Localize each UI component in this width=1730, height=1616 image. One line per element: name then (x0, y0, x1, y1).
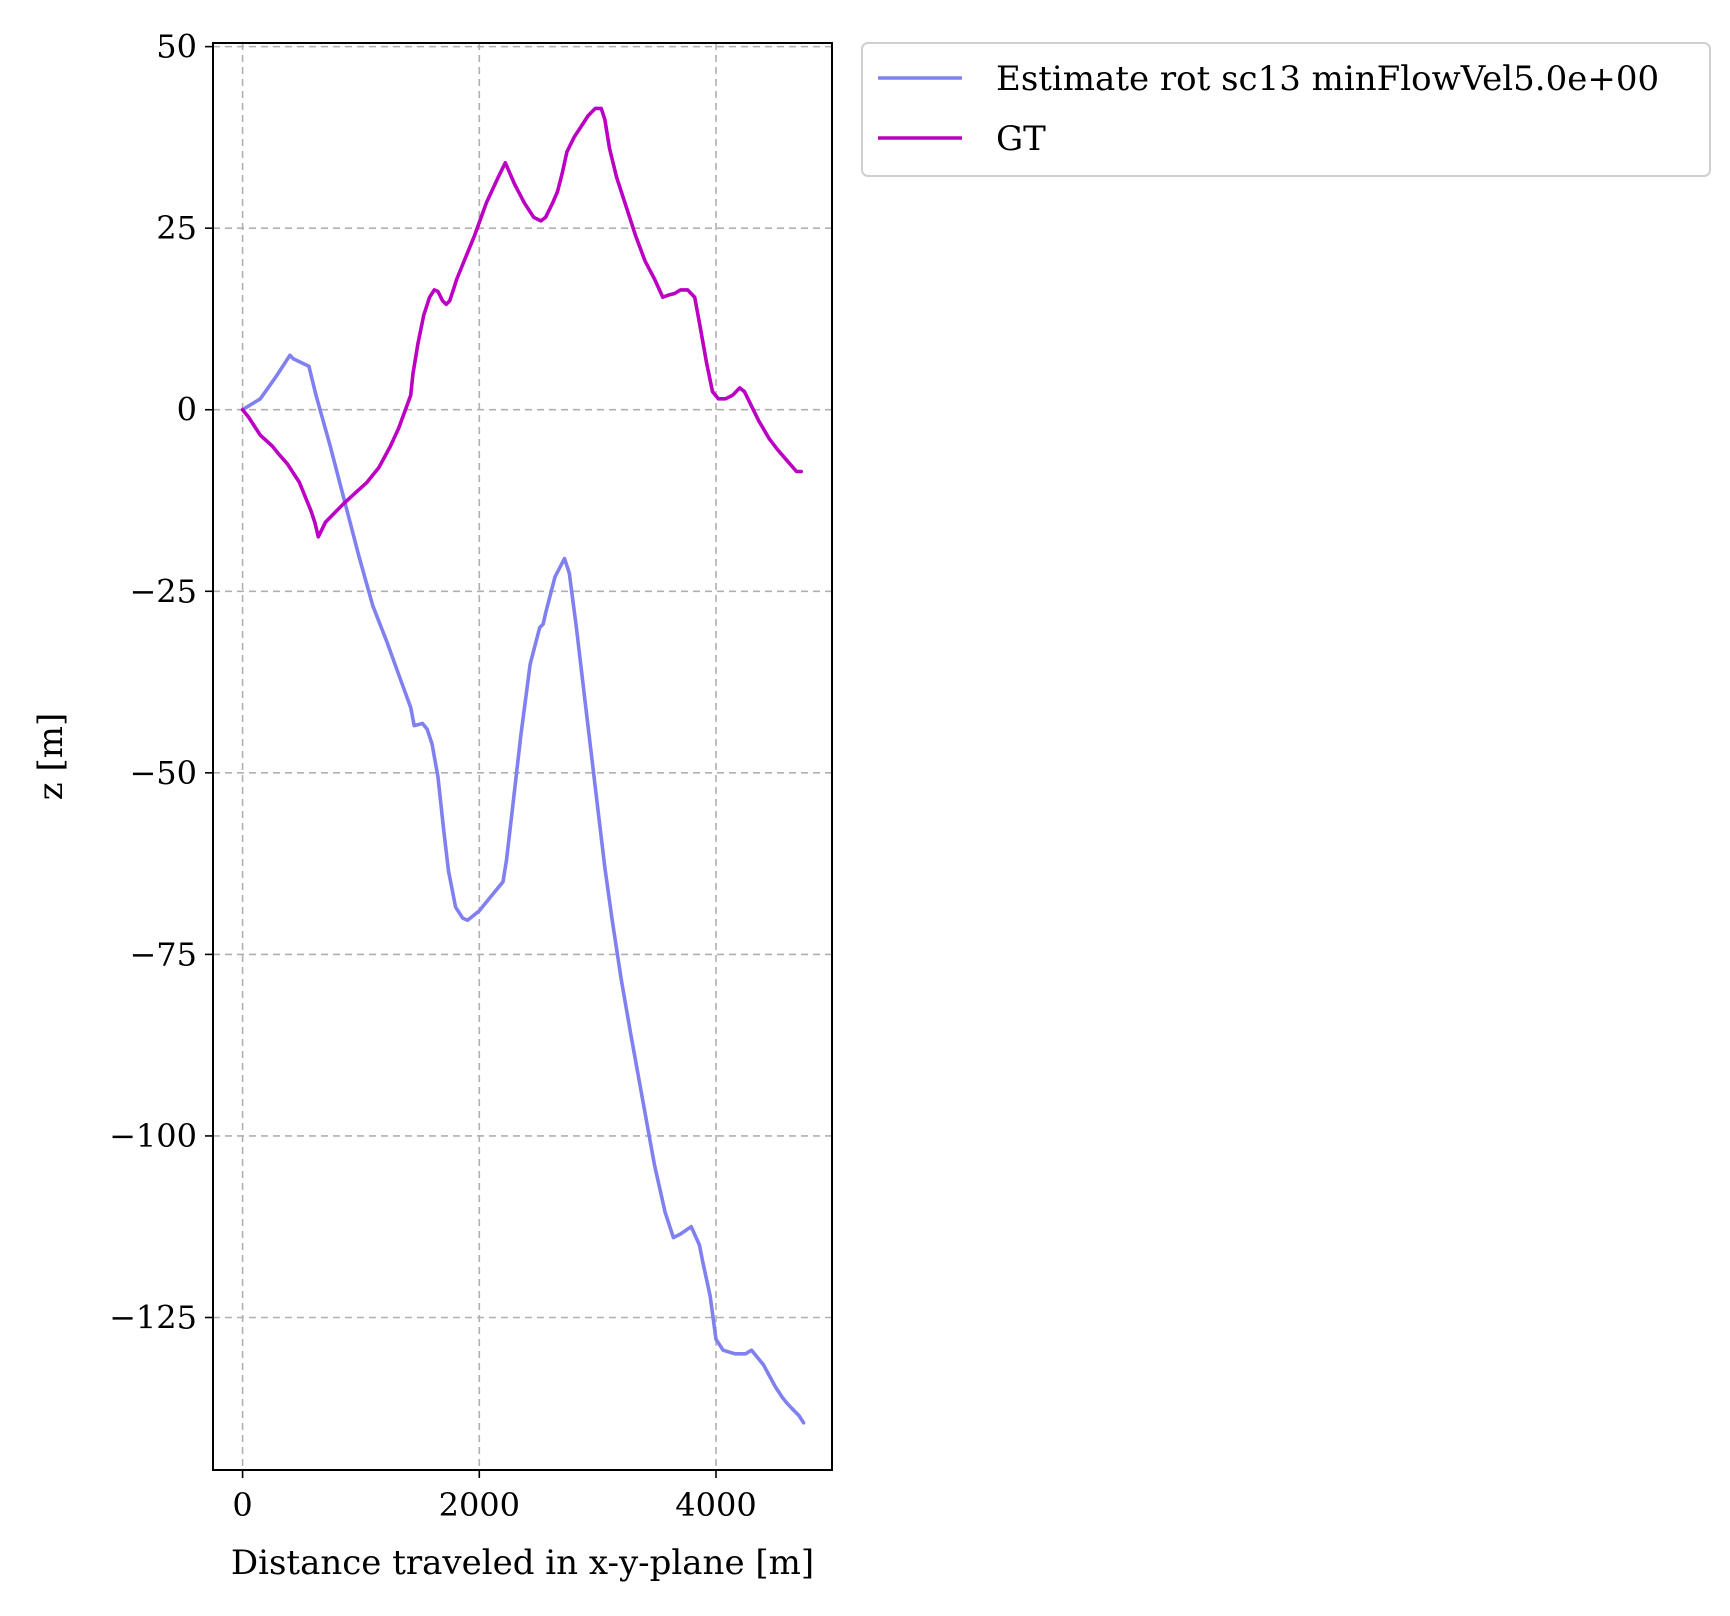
y-tick-label: −25 (129, 572, 197, 610)
x-tick-label: 2000 (439, 1486, 520, 1524)
y-tick-label: −100 (109, 1117, 197, 1155)
legend-label-0: Estimate rot sc13 minFlowVel5.0e+00 (996, 59, 1659, 99)
series-line-1 (240, 106, 804, 539)
y-tick-label: −75 (129, 935, 197, 973)
axis-ticks (205, 45, 717, 1478)
plot-series (240, 106, 806, 1425)
x-axis-label: Distance traveled in x-y-plane [m] (231, 1543, 814, 1583)
y-tick-label: 0 (177, 391, 197, 429)
legend-label-1: GT (996, 119, 1046, 159)
y-tick-label: −50 (129, 754, 197, 792)
y-tick-label: −125 (109, 1298, 197, 1336)
x-tick-label: 0 (232, 1486, 252, 1524)
x-tick-label: 4000 (675, 1486, 756, 1524)
y-axis-label: z [m] (31, 713, 71, 801)
legend-box (861, 42, 1711, 177)
grid-lines (213, 43, 832, 1470)
y-tick-label: 25 (156, 209, 197, 247)
series-line-0 (240, 353, 806, 1425)
y-tick-label: 50 (156, 28, 197, 66)
plot-frame (212, 42, 833, 1471)
tick-labels: 0 2000 4000 50 25 0 −25 −50 −75 −100 −125 (109, 28, 757, 1524)
legend: Estimate rot sc13 minFlowVel5.0e+00 GT (861, 42, 1711, 177)
